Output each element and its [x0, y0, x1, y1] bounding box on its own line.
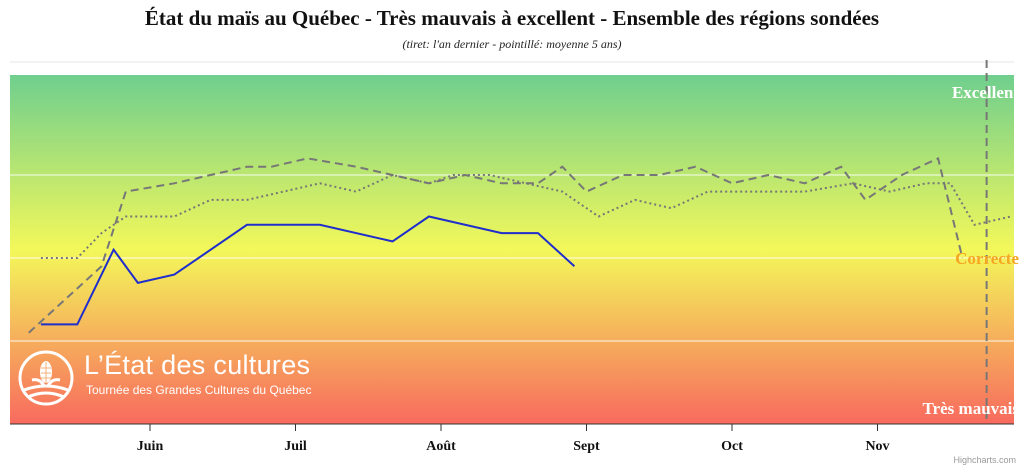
x-tick-label: Sept	[573, 439, 600, 454]
corn-field-icon	[18, 350, 74, 406]
x-tick-label: Nov	[865, 439, 889, 454]
plot-background	[10, 75, 1014, 424]
x-tick-label: Juil	[284, 439, 307, 454]
y-category-label: Excellent	[952, 83, 1019, 102]
series-group	[28, 60, 1012, 424]
chart-subtitle: (tiret: l'an dernier - pointillé: moyenn…	[402, 37, 622, 51]
series-line-solid	[40, 215, 576, 326]
y-category-label: Très mauvais	[923, 399, 1020, 418]
chart-title: État du maïs au Québec - Très mauvais à …	[144, 6, 880, 30]
logo-tagline: Tournée des Grandes Cultures du Québec	[86, 383, 312, 397]
series-line-dashed	[28, 156, 964, 334]
x-tick-label: Oct	[721, 439, 743, 454]
x-axis: Juin Juil Août Sept Oct Nov	[10, 423, 1014, 454]
x-tick-label: Juin	[137, 439, 164, 454]
y-category-labels: Excellent Correcte Très mauvais	[923, 83, 1020, 418]
logo-title: L’État des cultures	[84, 350, 311, 380]
x-tick-label: Août	[426, 439, 456, 454]
credit-link[interactable]: Highcharts.com	[953, 455, 1016, 465]
brand-logo: L’État des cultures Tournée des Grandes …	[18, 350, 358, 410]
y-category-label: Correcte	[955, 249, 1019, 268]
